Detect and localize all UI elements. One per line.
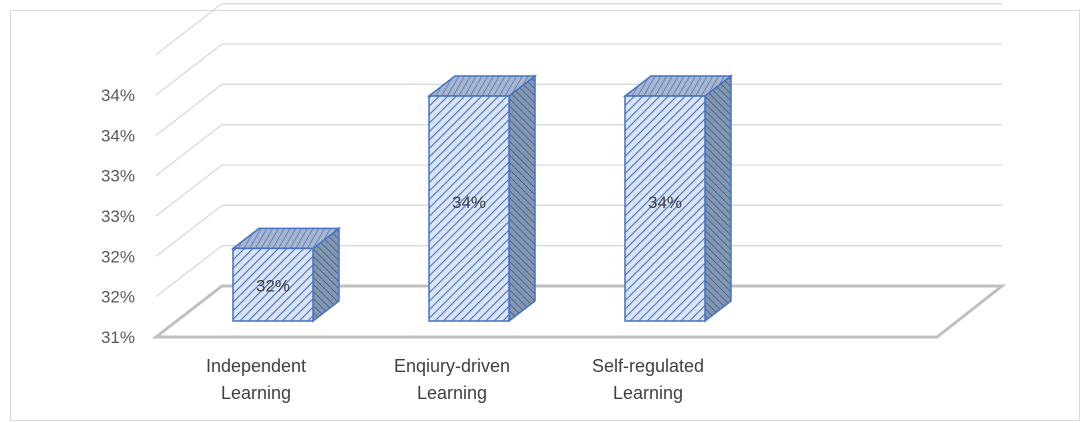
category-label: Independent xyxy=(206,356,306,376)
gridline-side xyxy=(155,83,223,136)
gridline-side xyxy=(155,164,223,217)
y-axis: 31% 32% 32% 33% 33% 34% 34% xyxy=(101,86,135,347)
y-tick-label: 31% xyxy=(101,328,135,347)
bar: 32% xyxy=(230,226,342,323)
gridline-side xyxy=(155,124,223,177)
category-label: Learning xyxy=(221,383,291,403)
category-label: Self-regulated xyxy=(592,356,704,376)
bars: 32% 34% 34% xyxy=(230,74,734,323)
bar-side-face xyxy=(704,74,732,323)
chart-floor xyxy=(151,284,1007,339)
x-axis: Independent Learning Enqiury-driven Learnin… xyxy=(206,356,704,403)
y-tick-label: 34% xyxy=(101,126,135,145)
gridline-side xyxy=(155,204,223,257)
y-tick-label: 32% xyxy=(101,247,135,266)
gridline-side xyxy=(155,43,223,96)
category-label: Enqiury-driven xyxy=(394,356,510,376)
y-tick-label: 33% xyxy=(101,207,135,226)
data-label: 32% xyxy=(256,277,290,296)
chart-frame xyxy=(10,10,1080,421)
gridline-side xyxy=(155,3,223,56)
category-label: Learning xyxy=(613,383,683,403)
y-tick-label: 33% xyxy=(101,167,135,186)
data-label: 34% xyxy=(452,193,486,212)
bar-front-face xyxy=(428,95,510,322)
bar: 34% xyxy=(426,74,538,323)
y-tick-label: 34% xyxy=(101,86,135,105)
bar-front-face xyxy=(232,247,314,322)
gridlines xyxy=(151,3,1007,339)
data-label: 34% xyxy=(648,193,682,212)
bar-side-face xyxy=(508,74,536,323)
bar: 34% xyxy=(622,74,734,323)
y-tick-label: 32% xyxy=(101,288,135,307)
gridline-side xyxy=(155,245,223,298)
bar-front-face xyxy=(624,95,706,322)
category-label: Learning xyxy=(417,383,487,403)
